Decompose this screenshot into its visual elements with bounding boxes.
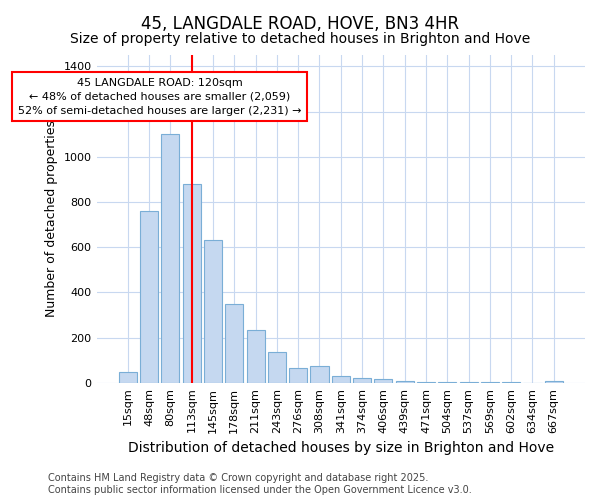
Y-axis label: Number of detached properties: Number of detached properties: [45, 120, 58, 318]
Bar: [182, 184, 201, 383]
Bar: [417, 382, 435, 383]
Bar: [204, 240, 222, 383]
Bar: [225, 304, 244, 383]
Bar: [460, 382, 478, 383]
Bar: [289, 368, 307, 383]
Bar: [374, 380, 392, 383]
Bar: [310, 366, 329, 383]
Bar: [545, 381, 563, 383]
Bar: [161, 134, 179, 383]
Bar: [247, 330, 265, 383]
X-axis label: Distribution of detached houses by size in Brighton and Hove: Distribution of detached houses by size …: [128, 441, 554, 455]
Text: 45 LANGDALE ROAD: 120sqm
← 48% of detached houses are smaller (2,059)
52% of sem: 45 LANGDALE ROAD: 120sqm ← 48% of detach…: [18, 78, 302, 116]
Text: 45, LANGDALE ROAD, HOVE, BN3 4HR: 45, LANGDALE ROAD, HOVE, BN3 4HR: [141, 15, 459, 33]
Bar: [268, 352, 286, 383]
Bar: [119, 372, 137, 383]
Text: Contains HM Land Registry data © Crown copyright and database right 2025.
Contai: Contains HM Land Registry data © Crown c…: [48, 474, 472, 495]
Bar: [353, 378, 371, 383]
Text: Size of property relative to detached houses in Brighton and Hove: Size of property relative to detached ho…: [70, 32, 530, 46]
Bar: [395, 380, 414, 383]
Bar: [332, 376, 350, 383]
Bar: [140, 211, 158, 383]
Bar: [438, 382, 457, 383]
